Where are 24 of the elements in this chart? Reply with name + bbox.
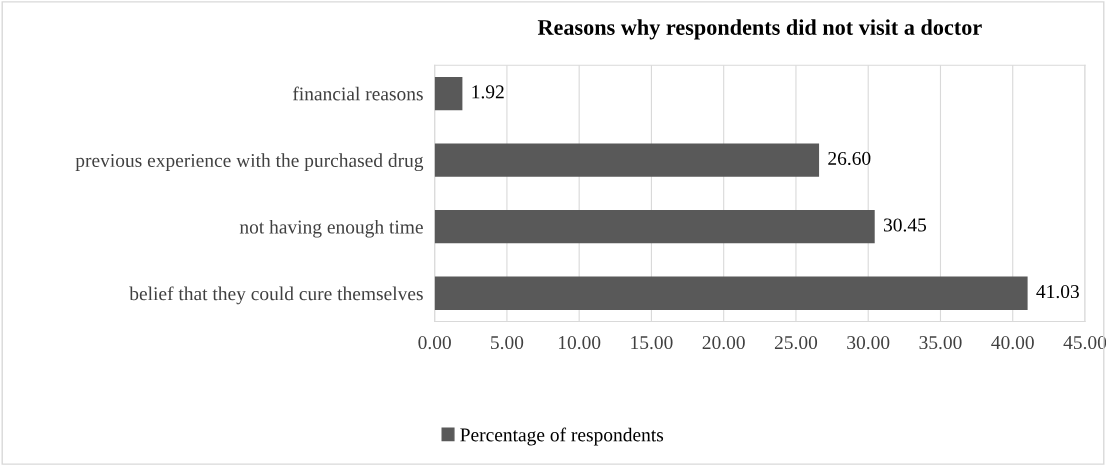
x-tick-label: 0.00	[418, 335, 451, 350]
y-tick-label: previous experience with the purchased drug	[75, 153, 424, 172]
text: 41.03	[1036, 284, 1079, 299]
x-tick-label: 25.00	[774, 335, 818, 350]
text: 30.45	[883, 218, 927, 232]
x-tick-label: 35.00	[919, 335, 962, 350]
y-tick-label: belief that they could cure themselves	[129, 286, 423, 305]
bar	[434, 210, 875, 244]
bar	[434, 143, 820, 177]
x-tick-label: 30.00	[847, 335, 890, 350]
text: 26.60	[828, 151, 871, 166]
x-tick-label: 15.00	[631, 335, 673, 350]
x-tick-label: 10.00	[559, 335, 601, 350]
text: 1.92	[472, 85, 504, 99]
x-tick-label: 5.00	[491, 335, 524, 350]
bar	[434, 276, 1028, 310]
x-tick-label: 45.00	[1063, 335, 1106, 350]
legend-label: Percentage of respondents	[460, 427, 664, 446]
x-tick-label: 20.00	[702, 335, 745, 350]
chart-title: Reasons why respondents did not visit a doctor	[537, 19, 982, 40]
y-tick-label: not having enough time	[239, 219, 423, 238]
y-tick-label: financial reasons	[292, 86, 423, 101]
bar	[434, 76, 463, 111]
x-tick-label: 40.00	[991, 335, 1034, 350]
